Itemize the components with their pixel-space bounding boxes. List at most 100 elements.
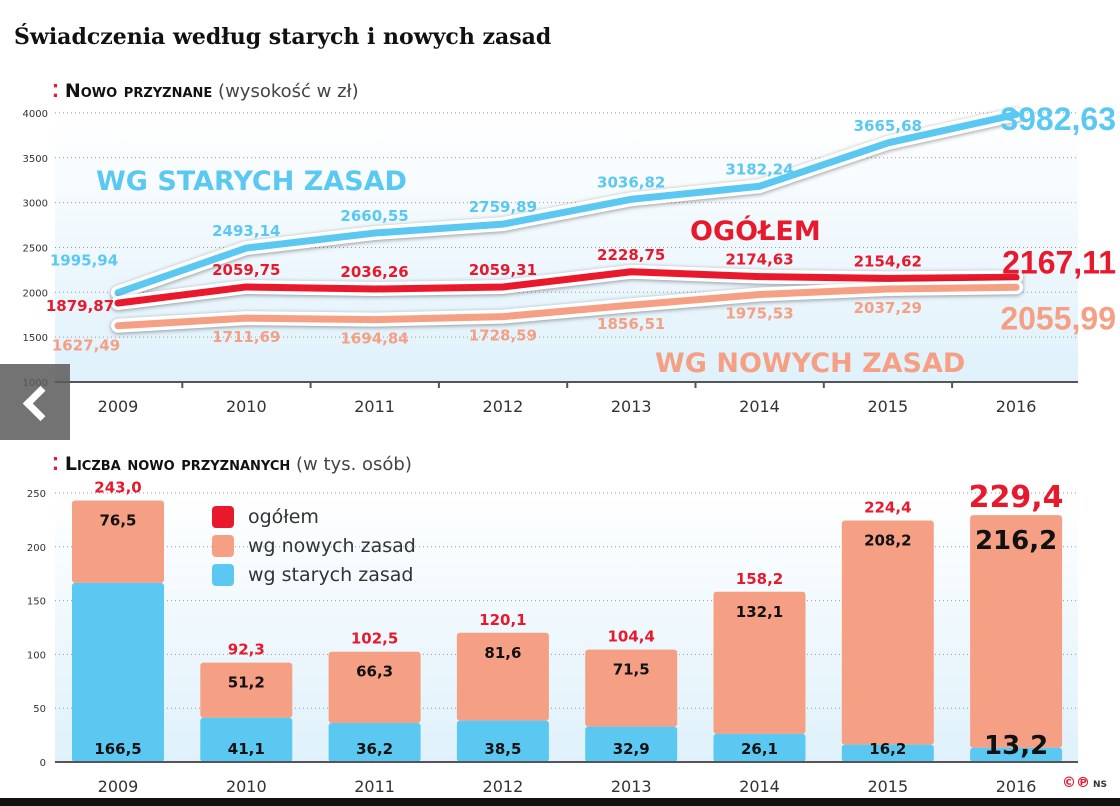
bar-old-rules bbox=[200, 717, 293, 762]
data-label: 1694,84 bbox=[340, 330, 408, 348]
legend-swatch bbox=[212, 534, 234, 557]
data-label: 2055,99 bbox=[1000, 300, 1116, 336]
new-rules-line bbox=[114, 283, 1020, 330]
bar-label-old: 41,1 bbox=[228, 740, 265, 758]
bar-label-new: 66,3 bbox=[356, 663, 393, 681]
legend-label: wg starych zasad bbox=[248, 563, 414, 586]
legend-swatch bbox=[212, 563, 234, 586]
bar-new-rules bbox=[585, 649, 678, 727]
data-label: 2154,62 bbox=[854, 252, 922, 270]
bullet-icon: ⁚ bbox=[52, 81, 59, 102]
line-chart: 1000150020002500300035004000200920102011… bbox=[23, 101, 1116, 416]
credit: ©℗ NS bbox=[1062, 775, 1107, 791]
bar-label-new: 76,5 bbox=[99, 512, 136, 530]
bar-label-total: 120,1 bbox=[479, 611, 526, 629]
x-tick-label: 2011 bbox=[354, 397, 395, 416]
data-label: 1879,87 bbox=[46, 297, 114, 315]
data-label: 3036,82 bbox=[597, 173, 665, 191]
data-label: 2493,14 bbox=[212, 222, 280, 240]
x-tick-label: 2009 bbox=[98, 397, 139, 416]
y-tick-label: 1500 bbox=[23, 333, 48, 344]
data-label: 1856,51 bbox=[597, 315, 665, 333]
data-label: 1627,49 bbox=[52, 337, 120, 355]
bar-new-rules bbox=[456, 632, 549, 721]
y-tick-label: 2000 bbox=[23, 288, 48, 299]
bar-label-new: 81,6 bbox=[484, 644, 521, 662]
data-label: 3982,63 bbox=[1000, 101, 1116, 137]
bottom-bar bbox=[0, 798, 1120, 806]
legend-item-total: ogółem bbox=[212, 502, 416, 531]
bar-label-total: 92,3 bbox=[228, 641, 265, 659]
series-label-total: OGÓŁEM bbox=[690, 215, 821, 247]
legend-item-old: wg starych zasad bbox=[212, 560, 416, 589]
x-tick-label: 2013 bbox=[611, 777, 652, 796]
chart2-note: (w tys. osób) bbox=[296, 454, 412, 475]
y-tick-label: 250 bbox=[27, 489, 46, 500]
x-tick-label: 2014 bbox=[739, 397, 780, 416]
chevron-left-icon bbox=[22, 385, 59, 422]
bar-label-total: 243,0 bbox=[94, 479, 141, 497]
bar-old-rules bbox=[970, 747, 1063, 762]
bar-label-old: 26,1 bbox=[741, 740, 778, 758]
y-tick-label: 0 bbox=[40, 758, 46, 769]
x-tick-label: 2014 bbox=[739, 777, 780, 796]
series-label-old: WG STARYCH ZASAD bbox=[96, 166, 407, 197]
bar-new-rules bbox=[72, 500, 164, 583]
bar-label-new: 132,1 bbox=[736, 603, 783, 621]
page-title: Świadczenia według starych i nowych zasa… bbox=[14, 24, 552, 50]
chart2-subtitle: ⁚ Liczba nowo przyznanych (w tys. osób) bbox=[52, 453, 412, 475]
bar-label-total: 104,4 bbox=[607, 628, 654, 646]
bar-new-rules bbox=[970, 515, 1063, 748]
bar-label-total: 224,4 bbox=[864, 499, 911, 517]
bar-label-new: 71,5 bbox=[613, 661, 650, 679]
data-label: 2174,63 bbox=[725, 251, 793, 269]
copyright-icon: ©℗ bbox=[1062, 775, 1090, 791]
bar-label-old: 38,5 bbox=[484, 740, 521, 758]
old-rules-line bbox=[114, 110, 1020, 297]
bar-label-new: 51,2 bbox=[228, 674, 265, 692]
x-tick-label: 2009 bbox=[98, 777, 139, 796]
x-tick-label: 2011 bbox=[354, 777, 395, 796]
bar-label-total: 102,5 bbox=[351, 630, 398, 648]
data-label: 1711,69 bbox=[212, 328, 280, 346]
bar-old-rules bbox=[72, 582, 164, 762]
y-tick-label: 2500 bbox=[23, 243, 48, 254]
legend-item-new: wg nowych zasad bbox=[212, 531, 416, 560]
plot-background bbox=[55, 112, 1078, 383]
data-label: 2759,89 bbox=[469, 198, 537, 216]
x-tick-label: 2015 bbox=[867, 777, 908, 796]
data-label: 3665,68 bbox=[854, 117, 922, 135]
bar-label-new: 216,2 bbox=[975, 526, 1057, 556]
bar-old-rules bbox=[456, 720, 549, 762]
legend-label: ogółem bbox=[248, 505, 319, 528]
data-label: 1975,53 bbox=[725, 304, 793, 322]
legend-label: wg nowych zasad bbox=[248, 534, 416, 557]
bar-label-old: 16,2 bbox=[869, 740, 906, 758]
bar-new-rules bbox=[328, 651, 421, 724]
bar-chart: 0 50 100 150 200 250 166,5 76,5 243,0 2009 41,1 51,… bbox=[27, 479, 1078, 796]
y-tick-label: 100 bbox=[27, 650, 46, 661]
data-label: 2037,29 bbox=[854, 299, 922, 317]
data-label: 2036,26 bbox=[340, 263, 408, 281]
previous-button[interactable] bbox=[0, 364, 70, 440]
bar-new-rules bbox=[200, 662, 293, 718]
bar-label-total: 158,2 bbox=[736, 570, 783, 588]
series-label-new: WG NOWYCH ZASAD bbox=[655, 348, 965, 379]
data-label: 2059,31 bbox=[469, 261, 537, 279]
x-tick-label: 2013 bbox=[611, 397, 652, 416]
bar-old-rules bbox=[328, 723, 421, 762]
bar-old-rules bbox=[585, 726, 678, 762]
chart1-title: Nowo przyznane bbox=[64, 80, 213, 102]
chart2-title: Liczba nowo przyznanych bbox=[64, 453, 291, 475]
y-tick-label: 50 bbox=[33, 704, 46, 715]
x-tick-label: 2010 bbox=[226, 777, 267, 796]
bar-label-old: 166,5 bbox=[94, 740, 141, 758]
chart1-note: (wysokość w zł) bbox=[218, 81, 359, 102]
bullet-icon: ⁚ bbox=[52, 454, 59, 475]
x-tick-label: 2012 bbox=[483, 397, 524, 416]
data-label: 1995,94 bbox=[50, 252, 118, 270]
data-label: 2167,11 bbox=[1002, 244, 1116, 280]
y-tick-label: 3000 bbox=[23, 199, 48, 210]
total-line bbox=[114, 268, 1020, 307]
bar-label-total: 229,4 bbox=[969, 480, 1064, 515]
